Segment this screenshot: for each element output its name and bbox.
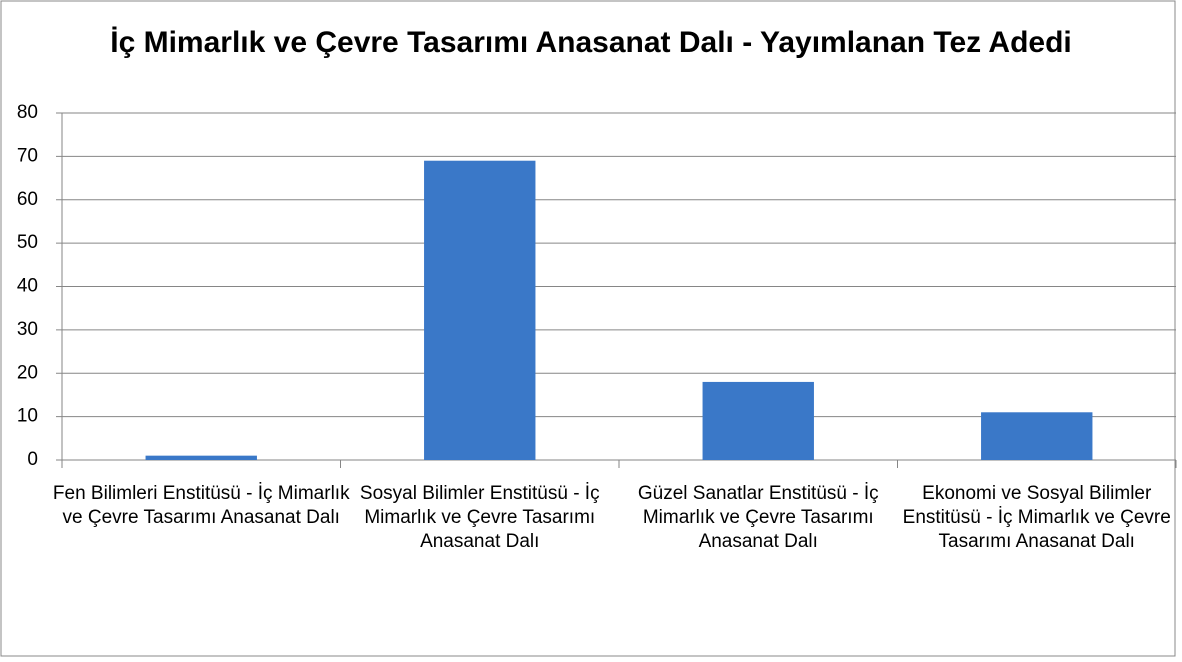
x-tick-label: Fen Bilimleri Enstitüsü - İç Mimarlık ve… [52, 483, 350, 528]
y-tick-label: 20 [17, 362, 38, 383]
bar [702, 381, 814, 460]
x-tick-label: Güzel Sanatlar Enstitüsü - İç Mimarlık v… [637, 483, 879, 552]
y-tick-label: 50 [17, 232, 38, 253]
y-tick-label: 60 [17, 189, 38, 210]
bar [145, 455, 257, 460]
y-tick-label: 0 [27, 449, 38, 470]
chart-title: İç Mimarlık ve Çevre Tasarımı Anasanat D… [110, 26, 1072, 59]
y-tick-label: 40 [17, 276, 38, 297]
y-tick-label: 70 [17, 145, 38, 166]
x-tick-label: Ekonomi ve Sosyal Bilimler Enstitüsü - İ… [902, 483, 1171, 552]
y-tick-label: 30 [17, 319, 38, 340]
bar [424, 160, 536, 460]
x-tick-label: Sosyal Bilimler Enstitüsü - İç Mimarlık … [359, 483, 600, 552]
y-tick-label: 80 [17, 102, 38, 123]
bar [981, 412, 1093, 460]
y-tick-label: 10 [17, 406, 38, 427]
